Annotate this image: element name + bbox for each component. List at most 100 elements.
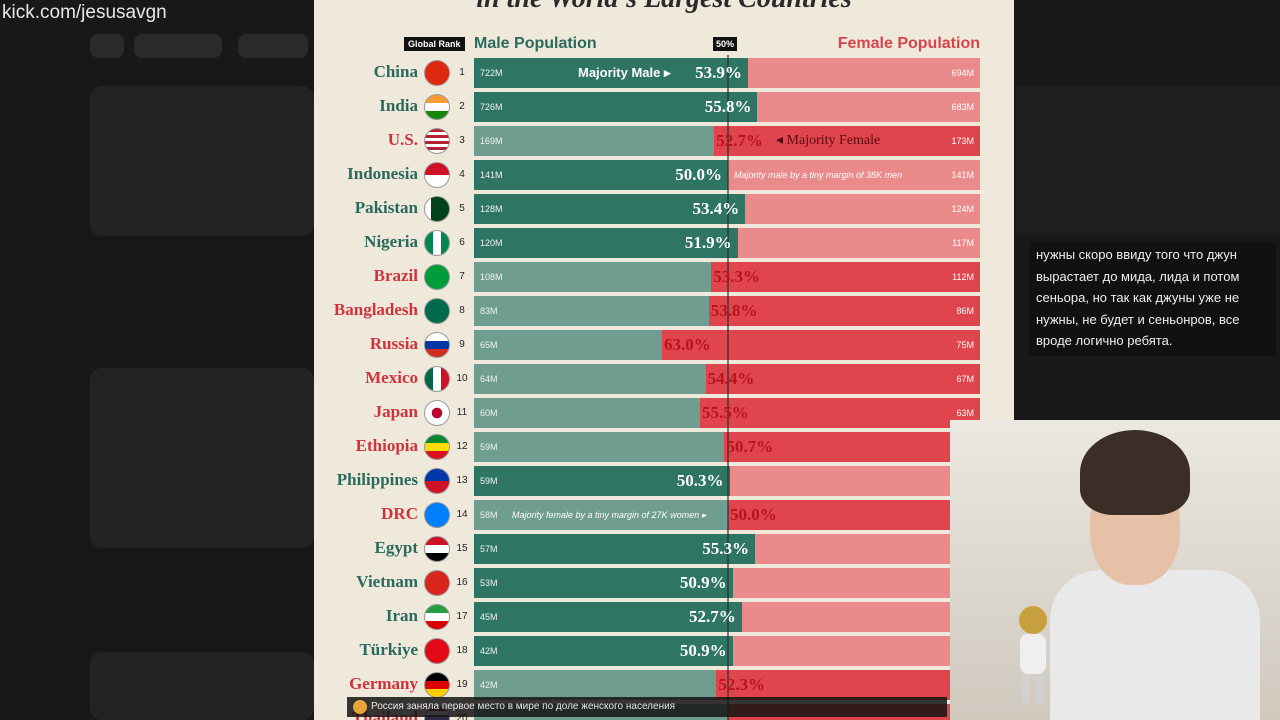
rank-number: 13	[456, 475, 468, 486]
male-population-value: 58M	[480, 510, 498, 520]
rank-number: 12	[456, 441, 468, 452]
news-ticker: Россия заняла первое место в мире по дол…	[347, 697, 947, 717]
male-population-value: 42M	[480, 646, 498, 656]
table-row: Pakistan 5 128M 124M 53.4%	[314, 194, 1014, 224]
male-bar	[474, 330, 662, 360]
male-bar	[474, 92, 758, 122]
rank-number: 19	[456, 679, 468, 690]
bg-thumbnail	[90, 368, 314, 548]
male-population-value: 42M	[480, 680, 498, 690]
male-bar	[474, 670, 717, 700]
annotation-note: Majority female by a tiny margin of 27K …	[512, 510, 707, 520]
bg-chip	[238, 34, 308, 58]
male-population-value: 108M	[480, 272, 503, 282]
rank-number: 11	[456, 407, 468, 418]
female-population-value: 173M	[951, 136, 974, 146]
turkiye-flag-icon	[424, 638, 450, 664]
male-bar	[474, 568, 733, 598]
ethiopia-flag-icon	[424, 434, 450, 460]
male-population-value: 45M	[480, 612, 498, 622]
female-bar	[754, 534, 950, 564]
male-bar	[474, 398, 701, 428]
male-bar	[474, 262, 712, 292]
rank-number: 3	[459, 135, 465, 146]
female-bar	[745, 194, 980, 224]
stream-watermark: kick.com/jesusavgn	[2, 2, 167, 23]
male-population-value: 57M	[480, 544, 498, 554]
female-population-value: 117M	[952, 238, 974, 248]
table-row: Türkiye 18 42M 50.9%	[314, 636, 1014, 666]
table-row: Germany 19 42M 52.3%	[314, 670, 1014, 700]
country-name: Egypt	[374, 538, 418, 557]
bg-thumbnail	[1016, 86, 1280, 236]
country-name: Bangladesh	[333, 300, 418, 319]
female-bar	[732, 568, 950, 598]
male-population-value: 53M	[480, 578, 498, 588]
country-name: Indonesia	[347, 164, 418, 183]
male-bar	[474, 466, 730, 496]
rank-number: 17	[456, 611, 468, 622]
majority-percentage: 54.4%	[707, 369, 755, 388]
female-bar	[724, 432, 950, 462]
male-population-value: 60M	[480, 408, 498, 418]
male-population-value: 64M	[480, 374, 498, 384]
male-bar	[474, 58, 748, 88]
majority-percentage: 52.7%	[688, 607, 736, 626]
annotation-note: Majority male by a tiny margin of 38K me…	[734, 170, 903, 180]
female-bar	[711, 262, 980, 292]
female-bar	[714, 126, 980, 156]
table-row: Iran 17 45M 52.7%	[314, 602, 1014, 632]
drc-flag-icon	[424, 502, 450, 528]
country-name: Pakistan	[354, 198, 418, 217]
india-flag-icon	[424, 94, 450, 120]
majority-percentage: 50.9%	[679, 573, 727, 592]
country-name: Philippines	[336, 470, 418, 489]
female-bar	[661, 330, 980, 360]
male-bar	[474, 296, 709, 326]
philippines-flag-icon	[424, 468, 450, 494]
majority-percentage: 52.7%	[716, 131, 764, 150]
rank-number: 16	[456, 577, 468, 588]
female-bar	[732, 636, 950, 666]
chat-caption: нужны скоро ввиду того что джун вырастае…	[1030, 242, 1276, 356]
female-bar	[747, 58, 980, 88]
female-bar	[728, 160, 980, 190]
ticker-icon	[353, 700, 367, 714]
majority-percentage: 63.0%	[663, 335, 711, 354]
rank-number: 4	[459, 169, 465, 180]
country-name: Ethiopia	[355, 436, 418, 455]
table-row: Philippines 13 59M 50.3%	[314, 466, 1014, 496]
male-bar	[474, 500, 728, 530]
china-flag-icon	[424, 60, 450, 86]
female-bar	[708, 296, 980, 326]
country-name: Germany	[349, 674, 418, 693]
majority-percentage: 53.8%	[710, 301, 758, 320]
country-name: Brazil	[373, 266, 418, 285]
rank-number: 9	[459, 339, 465, 350]
country-name: U.S.	[387, 130, 418, 149]
male-population-value: 726M	[480, 102, 503, 112]
table-row: Indonesia 4 141M 141M 50.0% Majority male by …	[314, 160, 1014, 190]
female-population-value: 124M	[951, 204, 974, 214]
majority-percentage: 53.4%	[692, 199, 740, 218]
rank-number: 6	[459, 237, 465, 248]
nigeria-flag-icon	[424, 230, 450, 256]
female-bar	[716, 670, 950, 700]
bangladesh-flag-icon	[424, 298, 450, 324]
male-bar	[474, 228, 738, 258]
majority-percentage: 50.3%	[676, 471, 724, 490]
male-bar	[474, 194, 746, 224]
male-population-value: 65M	[480, 340, 498, 350]
male-population-value: 83M	[480, 306, 498, 316]
male-population-value: 120M	[480, 238, 503, 248]
webcam-feed	[950, 420, 1280, 720]
female-bar	[757, 92, 980, 122]
male-bar	[474, 432, 725, 462]
male-population-value: 59M	[480, 476, 498, 486]
country-name: Türkiye	[359, 640, 418, 659]
germany-flag-icon	[424, 672, 450, 698]
country-name: India	[379, 96, 418, 115]
majority-percentage: 53.3%	[713, 267, 760, 286]
country-name: Nigeria	[364, 232, 418, 251]
bg-thumbnail	[90, 86, 314, 236]
